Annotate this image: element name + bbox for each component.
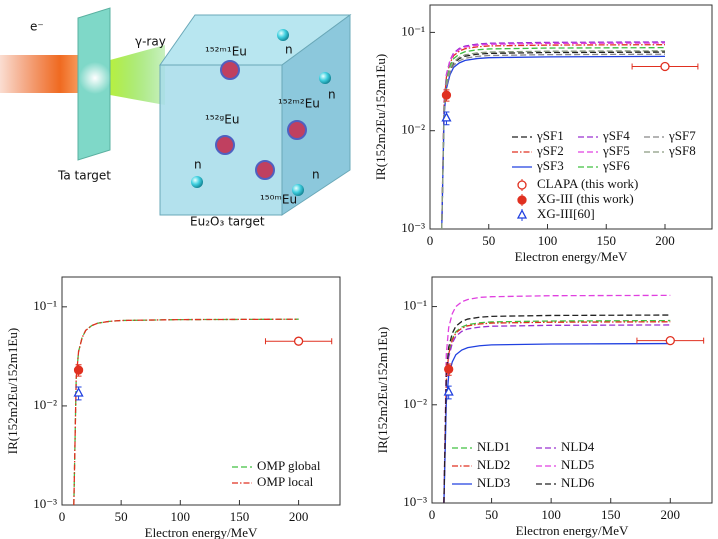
beam-label: e⁻ — [30, 20, 44, 34]
legend-label: NLD3 — [477, 475, 510, 490]
legend-label: OMP local — [257, 474, 314, 489]
plot-frame — [431, 276, 713, 504]
series-line — [443, 342, 671, 504]
legend-label: γSF8 — [668, 143, 696, 158]
isotope-label: ¹⁵²ᵍEu — [205, 113, 239, 127]
legend-label: NLD4 — [561, 439, 595, 454]
series-line — [73, 318, 299, 506]
plot-frame — [429, 4, 713, 230]
data-point — [660, 61, 670, 72]
data-point — [441, 112, 452, 122]
series-line — [443, 314, 671, 504]
isotope-label: ¹⁵²ᵐ¹Eu — [205, 45, 247, 59]
x-tick-label: 200 — [289, 509, 309, 524]
beam-spot — [79, 62, 111, 94]
neutron-balls — [191, 29, 331, 196]
x-tick-label: 150 — [601, 507, 621, 522]
neutron-label: n — [328, 88, 336, 102]
isotope-label: ¹⁵²ᵐ²Eu — [278, 97, 320, 111]
data-point — [73, 387, 84, 397]
legend-marker — [516, 209, 528, 219]
legend-label: NLD1 — [477, 439, 510, 454]
neutron-label: n — [312, 168, 320, 182]
legend-marker — [517, 180, 527, 190]
series-line — [443, 294, 671, 504]
series-line — [441, 44, 666, 230]
x-tick-label: 0 — [429, 507, 436, 522]
legend-label: NLD2 — [477, 457, 510, 472]
x-tick-label: 50 — [115, 509, 128, 524]
x-tick-label: 100 — [541, 507, 561, 522]
x-tick-label: 150 — [230, 509, 250, 524]
legend-label: XG-III[60] — [537, 206, 595, 221]
plot-frame — [61, 276, 341, 506]
data-point — [444, 364, 454, 374]
legend-label: γSF4 — [602, 128, 630, 143]
legend-label: NLD5 — [561, 457, 594, 472]
legend-label: XG-III (this work) — [537, 191, 634, 206]
series-line — [443, 319, 671, 504]
series-line — [441, 53, 666, 230]
nuclei — [215, 60, 307, 180]
legend-label: NLD6 — [561, 475, 595, 490]
target-label: Ta target — [57, 169, 111, 183]
y-axis-label: IR(152m2Eu/152m1Eu) — [5, 328, 20, 454]
y-axis-label: IR(152m2Eu/152m1Eu) — [375, 327, 390, 453]
legend-label: γSF2 — [536, 143, 564, 158]
y-tick-label: 10⁻³ — [401, 220, 425, 235]
sample-label: Eu₂O₃ target — [190, 215, 265, 229]
x-tick-label: 50 — [482, 233, 495, 248]
x-tick-label: 100 — [538, 233, 558, 248]
legend-label: OMP global — [257, 458, 321, 473]
x-tick-label: 50 — [485, 507, 498, 522]
x-tick-label: 150 — [597, 233, 617, 248]
y-tick-label: 10⁻¹ — [33, 298, 57, 313]
x-axis-label: Electron energy/MeV — [145, 525, 258, 539]
y-axis-label: IR(152m2Eu/152m1Eu) — [373, 54, 388, 180]
ray-label: γ-ray — [135, 35, 166, 49]
x-tick-label: 0 — [427, 233, 434, 248]
y-tick-label: 10⁻¹ — [401, 23, 425, 38]
y-tick-label: 10⁻³ — [403, 494, 427, 509]
x-tick-label: 100 — [171, 509, 191, 524]
y-tick-label: 10⁻¹ — [403, 298, 427, 313]
y-tick-label: 10⁻³ — [33, 496, 57, 511]
legend-label: γSF7 — [668, 128, 696, 143]
illustration: e⁻ γ-ray Ta target Eu₂O₃ target ¹⁵²ᵐ¹Eu … — [0, 7, 352, 229]
x-tick-label: 0 — [59, 509, 66, 524]
gamma-cone — [110, 45, 165, 105]
neutron-label: n — [194, 158, 202, 172]
y-tick-label: 10⁻² — [33, 397, 57, 412]
legend-label: CLAPA (this work) — [537, 176, 638, 191]
series-line — [73, 318, 299, 506]
y-tick-label: 10⁻² — [401, 122, 425, 137]
data-point — [293, 336, 304, 346]
legend-marker — [517, 195, 527, 205]
x-axis-label: Electron energy/MeV — [516, 523, 629, 538]
data-point — [73, 365, 84, 375]
y-tick-label: 10⁻² — [403, 396, 427, 411]
legend-label: γSF1 — [536, 128, 564, 143]
data-point — [665, 335, 675, 346]
neutron-label: n — [285, 43, 293, 57]
data-point — [443, 386, 454, 396]
data-point — [441, 90, 452, 100]
isotope-label: ¹⁵⁰ᵐEu — [260, 193, 297, 207]
x-tick-label: 200 — [661, 507, 681, 522]
legend-label: γSF6 — [602, 158, 630, 173]
x-tick-label: 200 — [655, 233, 675, 248]
x-axis-label: Electron energy/MeV — [515, 249, 628, 264]
legend-label: γSF5 — [602, 143, 630, 158]
legend-label: γSF3 — [536, 158, 564, 173]
